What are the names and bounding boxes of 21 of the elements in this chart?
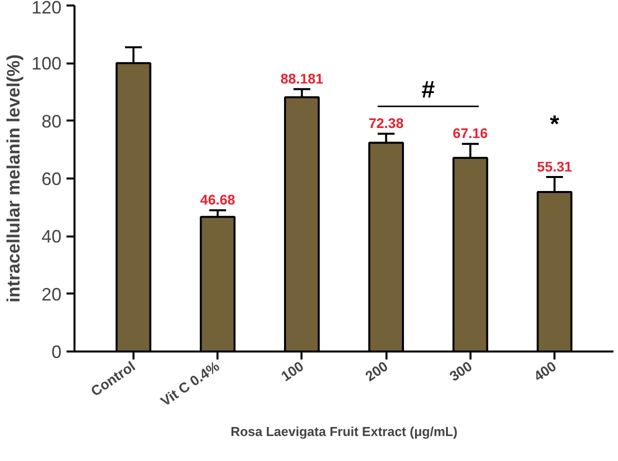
y-tick-label: 40 — [41, 226, 62, 247]
data-label: 67.16 — [452, 125, 488, 142]
y-axis-title: intracellular melanin level(%) — [3, 54, 24, 303]
y-tick-label: 0 — [51, 342, 62, 362]
x-tick-label: 300 — [446, 358, 476, 384]
y-tick-label: 120 — [31, 0, 62, 18]
data-label: 88.181 — [280, 70, 324, 86]
data-label: 46.68 — [200, 191, 236, 208]
y-tick-label: 100 — [31, 54, 62, 74]
y-tick-label: 60 — [41, 169, 62, 189]
x-tick-label: 400 — [530, 358, 560, 384]
y-tick-label: 20 — [41, 284, 62, 304]
data-label: 55.31 — [537, 158, 572, 174]
data-label: 72.38 — [368, 115, 404, 132]
x-tick-label: 200 — [362, 358, 391, 384]
x-tick-label: 100 — [278, 358, 307, 384]
x-axis-title: Rosa Laevigata Fruit Extract (μg/mL) — [230, 424, 458, 439]
annotation: * — [550, 111, 560, 138]
x-tick-label: Vit C 0.4% — [157, 358, 223, 410]
annotation: # — [422, 76, 435, 104]
y-tick-label: 80 — [41, 111, 62, 132]
